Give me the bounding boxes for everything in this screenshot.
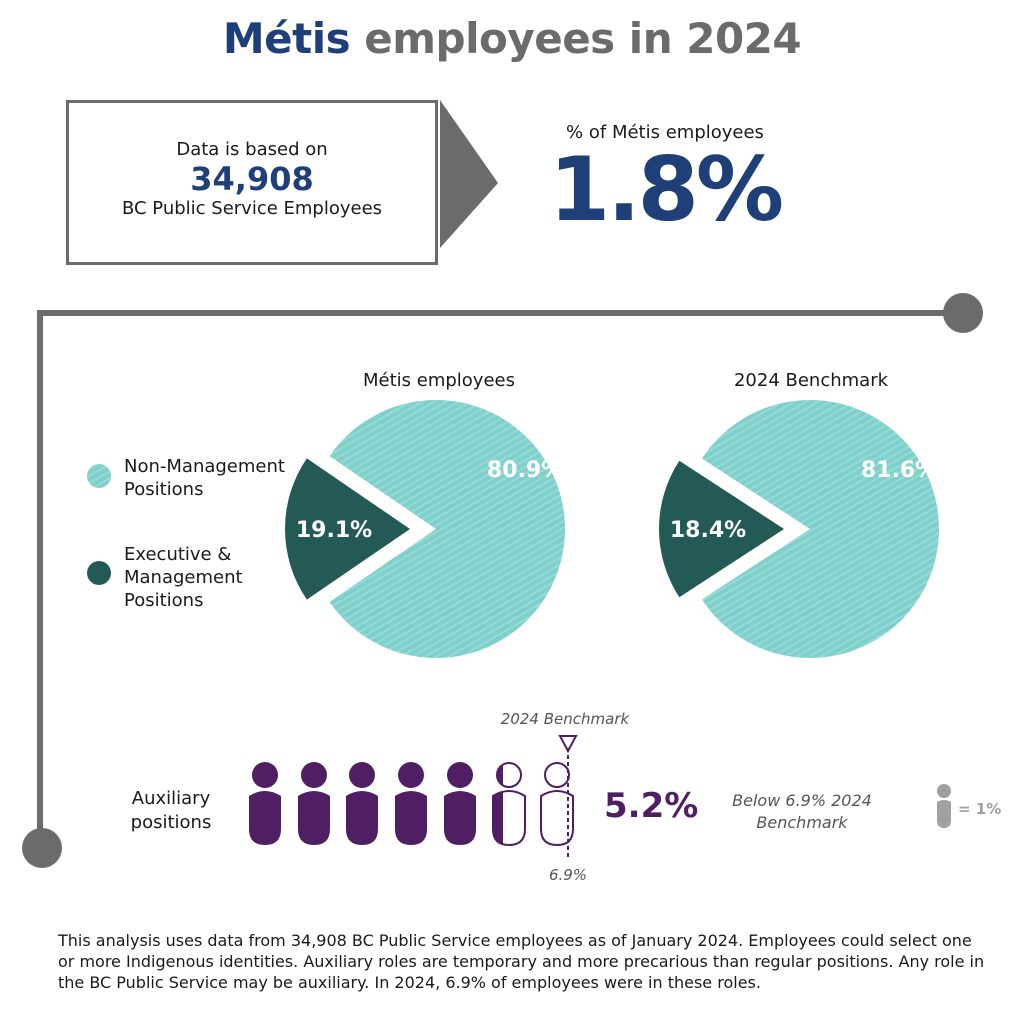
pie-metis-slice-exec-management xyxy=(285,458,410,600)
connector-line xyxy=(37,310,963,848)
title-accent: Métis xyxy=(222,14,351,63)
page-title: Métis employees in 2024 xyxy=(0,14,1024,63)
pie-metis-label-exec-management: 19.1% xyxy=(296,518,372,543)
person-icon-4 xyxy=(395,762,427,845)
percent-value: 1.8% xyxy=(548,138,784,241)
pie-metis-label-non-management: 80.9% xyxy=(487,458,563,483)
benchmark-value-label: 6.9% xyxy=(548,866,588,884)
legend-label-non-management: Non-Management Positions xyxy=(124,456,285,500)
person-icon-5 xyxy=(444,762,476,845)
benchmark-marker-icon xyxy=(558,735,578,754)
connector-dot-top xyxy=(943,293,983,333)
data-basis-box: Data is based on 34,908 BC Public Servic… xyxy=(66,100,438,265)
person-icon-3 xyxy=(346,762,378,845)
pictogram-people xyxy=(249,762,574,847)
below-benchmark-note: Below 6.9% 2024 Benchmark xyxy=(732,791,872,832)
auxiliary-value: 5.2% xyxy=(604,786,699,826)
pie-benchmark-label-non-management: 81.6% xyxy=(861,458,937,483)
footnote: This analysis uses data from 34,908 BC P… xyxy=(58,931,985,992)
person-icon-6 xyxy=(492,762,526,847)
legend-swatch-exec-management xyxy=(87,561,111,585)
person-icon-1 xyxy=(249,762,281,845)
pie-benchmark-slice-exec-management xyxy=(659,460,784,598)
pie-benchmark-label-exec-management: 18.4% xyxy=(670,518,746,543)
auxiliary-label: Auxiliary positions xyxy=(130,788,212,833)
legend-swatch-non-management xyxy=(87,464,111,488)
data-basis-line1: Data is based on xyxy=(176,139,328,160)
title-rest: employees in 2024 xyxy=(364,14,802,63)
pie-benchmark: 81.6% 18.4% xyxy=(659,400,940,659)
percent-label: % of Métis employees xyxy=(566,122,764,143)
connector-dot-bottom xyxy=(22,828,62,868)
pie-title-benchmark: 2024 Benchmark xyxy=(733,370,889,391)
key-legend-text: = 1% xyxy=(958,800,1002,818)
pie-metis-slice-non-management xyxy=(329,399,565,658)
pie-benchmark-slice-non-management xyxy=(701,400,940,659)
pie-title-metis: Métis employees xyxy=(363,370,515,391)
data-basis-number: 34,908 xyxy=(190,160,314,198)
arrow-shape xyxy=(440,100,498,248)
key-person-icon xyxy=(937,784,951,828)
benchmark-label: 2024 Benchmark xyxy=(500,710,630,728)
data-basis-line3: BC Public Service Employees xyxy=(121,198,383,219)
legend-label-exec-management: Executive & Management Positions xyxy=(124,544,243,611)
person-icon-2 xyxy=(298,762,330,845)
pie-metis: 80.9% 19.1% xyxy=(285,399,565,658)
